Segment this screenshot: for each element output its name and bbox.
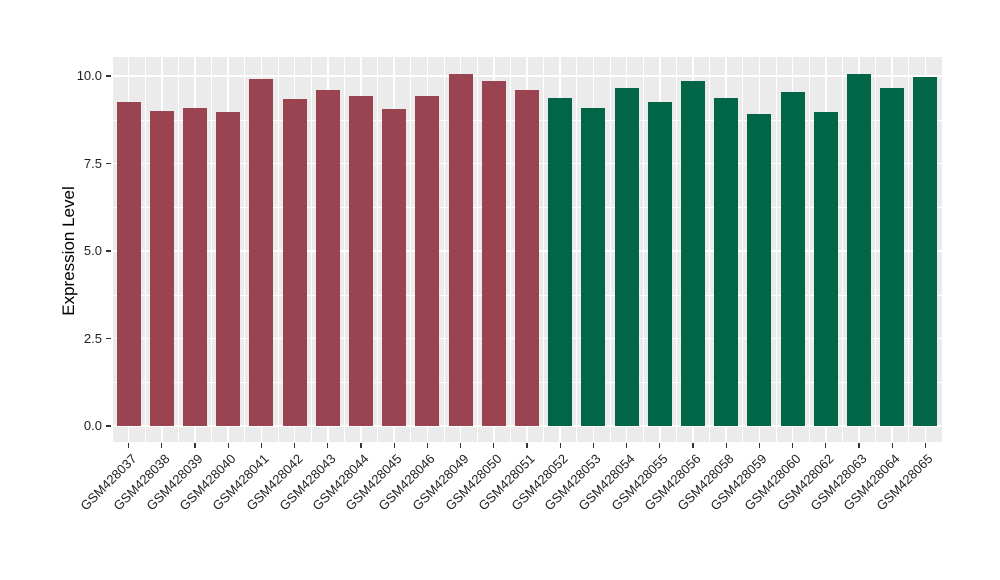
x-minor-gridline (842, 57, 843, 442)
x-minor-gridline (642, 57, 644, 442)
bar (382, 108, 407, 426)
bar (315, 90, 340, 426)
y-tick-mark (106, 75, 111, 77)
x-minor-gridline (211, 57, 212, 442)
plot-panel (111, 57, 943, 442)
x-tick-mark (460, 443, 462, 448)
x-tick-mark (161, 443, 163, 448)
x-tick-mark (227, 443, 229, 448)
bar (880, 87, 905, 426)
x-tick-mark (792, 443, 794, 448)
x-minor-gridline (476, 57, 478, 442)
x-tick-mark (526, 443, 528, 448)
x-minor-gridline (443, 57, 445, 442)
bar (481, 80, 506, 426)
x-tick-mark (426, 443, 428, 448)
x-minor-gridline (377, 57, 378, 442)
bar (614, 88, 639, 426)
x-tick-mark (294, 443, 296, 448)
bar (813, 111, 838, 426)
x-tick-mark (128, 443, 130, 448)
x-tick-mark (592, 443, 594, 448)
x-minor-gridline (609, 57, 611, 442)
bar (780, 91, 805, 426)
x-tick-mark (725, 443, 727, 448)
x-tick-mark (626, 443, 628, 448)
x-minor-gridline (875, 57, 876, 442)
x-tick-mark (659, 443, 661, 448)
x-minor-gridline (410, 57, 412, 442)
x-minor-gridline (310, 57, 312, 442)
bar (581, 107, 606, 426)
x-minor-gridline (576, 57, 578, 442)
bar (249, 79, 274, 426)
x-tick-mark (493, 443, 495, 448)
bar (415, 95, 440, 426)
y-tick-label: 10.0 (76, 68, 102, 83)
x-tick-mark (758, 443, 760, 448)
x-minor-gridline (709, 57, 710, 442)
x-tick-mark (327, 443, 329, 448)
x-minor-gridline (941, 57, 943, 442)
x-minor-gridline (244, 57, 246, 442)
bar (349, 95, 373, 426)
x-minor-gridline (742, 57, 744, 442)
x-minor-gridline (344, 57, 345, 442)
x-minor-gridline (510, 57, 511, 442)
x-tick-mark (360, 443, 362, 448)
bar (282, 99, 307, 426)
x-tick-mark (692, 443, 694, 448)
x-tick-mark (858, 443, 860, 448)
x-tick-mark (924, 443, 926, 448)
x-tick-mark (260, 443, 262, 448)
bar (116, 101, 141, 426)
bar (515, 90, 539, 426)
bar (913, 76, 938, 426)
x-tick-mark (825, 443, 827, 448)
x-minor-gridline (676, 57, 677, 442)
x-minor-gridline (144, 57, 146, 442)
bar (448, 74, 473, 426)
y-tick-label: 5.0 (83, 243, 102, 258)
x-minor-gridline (543, 57, 544, 442)
bar (548, 97, 573, 426)
y-tick-mark (106, 425, 111, 427)
x-minor-gridline (277, 57, 279, 442)
x-tick-mark (891, 443, 893, 448)
y-tick-label: 2.5 (83, 330, 102, 346)
y-tick-label: 0.0 (83, 418, 102, 433)
bar (714, 98, 739, 426)
bar (847, 73, 871, 426)
bar (681, 80, 705, 426)
bar (149, 110, 174, 426)
bar (183, 107, 207, 426)
x-tick-mark (194, 443, 196, 448)
x-tick-mark (559, 443, 561, 448)
x-minor-gridline (178, 57, 179, 442)
y-tick-label: 7.5 (83, 155, 102, 171)
bar (647, 101, 672, 426)
x-minor-gridline (908, 57, 910, 442)
x-tick-mark (393, 443, 395, 448)
x-minor-gridline (808, 57, 810, 442)
bar (216, 111, 241, 426)
y-tick-mark (106, 162, 111, 165)
x-minor-gridline (775, 57, 777, 442)
y-tick-mark (106, 250, 111, 252)
x-minor-gridline (111, 57, 113, 442)
y-tick-mark (106, 337, 111, 340)
bar (747, 114, 772, 426)
